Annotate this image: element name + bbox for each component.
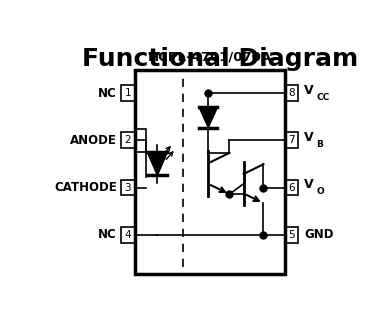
Text: ANODE: ANODE [70, 134, 117, 147]
Text: NC: NC [98, 228, 117, 241]
Text: GND: GND [304, 228, 333, 241]
Text: NC: NC [98, 87, 117, 100]
Bar [121, 85, 135, 101]
Text: 1: 1 [124, 88, 131, 98]
Bar [121, 132, 135, 148]
Bar [285, 227, 298, 243]
Text: CATHODE: CATHODE [54, 181, 117, 194]
Bar [285, 132, 298, 148]
Bar [135, 70, 285, 274]
Text: 3: 3 [124, 182, 131, 193]
Bar [135, 129, 146, 152]
Text: V: V [304, 84, 314, 97]
Text: 2: 2 [124, 135, 131, 145]
Bar [121, 227, 135, 243]
Text: 5: 5 [288, 230, 295, 240]
Text: 8: 8 [288, 88, 295, 98]
Text: B: B [316, 140, 323, 149]
Bar [121, 180, 135, 195]
Text: V: V [304, 178, 314, 192]
Text: 6: 6 [288, 182, 295, 193]
Bar [285, 85, 298, 101]
Text: 7: 7 [288, 135, 295, 145]
Text: 4: 4 [124, 230, 131, 240]
Text: CC: CC [316, 93, 330, 102]
Text: Functional Diagram: Functional Diagram [82, 47, 359, 71]
Text: HCPL-4701/070A: HCPL-4701/070A [147, 51, 272, 64]
Bar [285, 180, 298, 195]
Polygon shape [199, 107, 218, 128]
Text: V: V [304, 131, 314, 144]
Text: O: O [316, 187, 324, 196]
Polygon shape [147, 153, 167, 175]
